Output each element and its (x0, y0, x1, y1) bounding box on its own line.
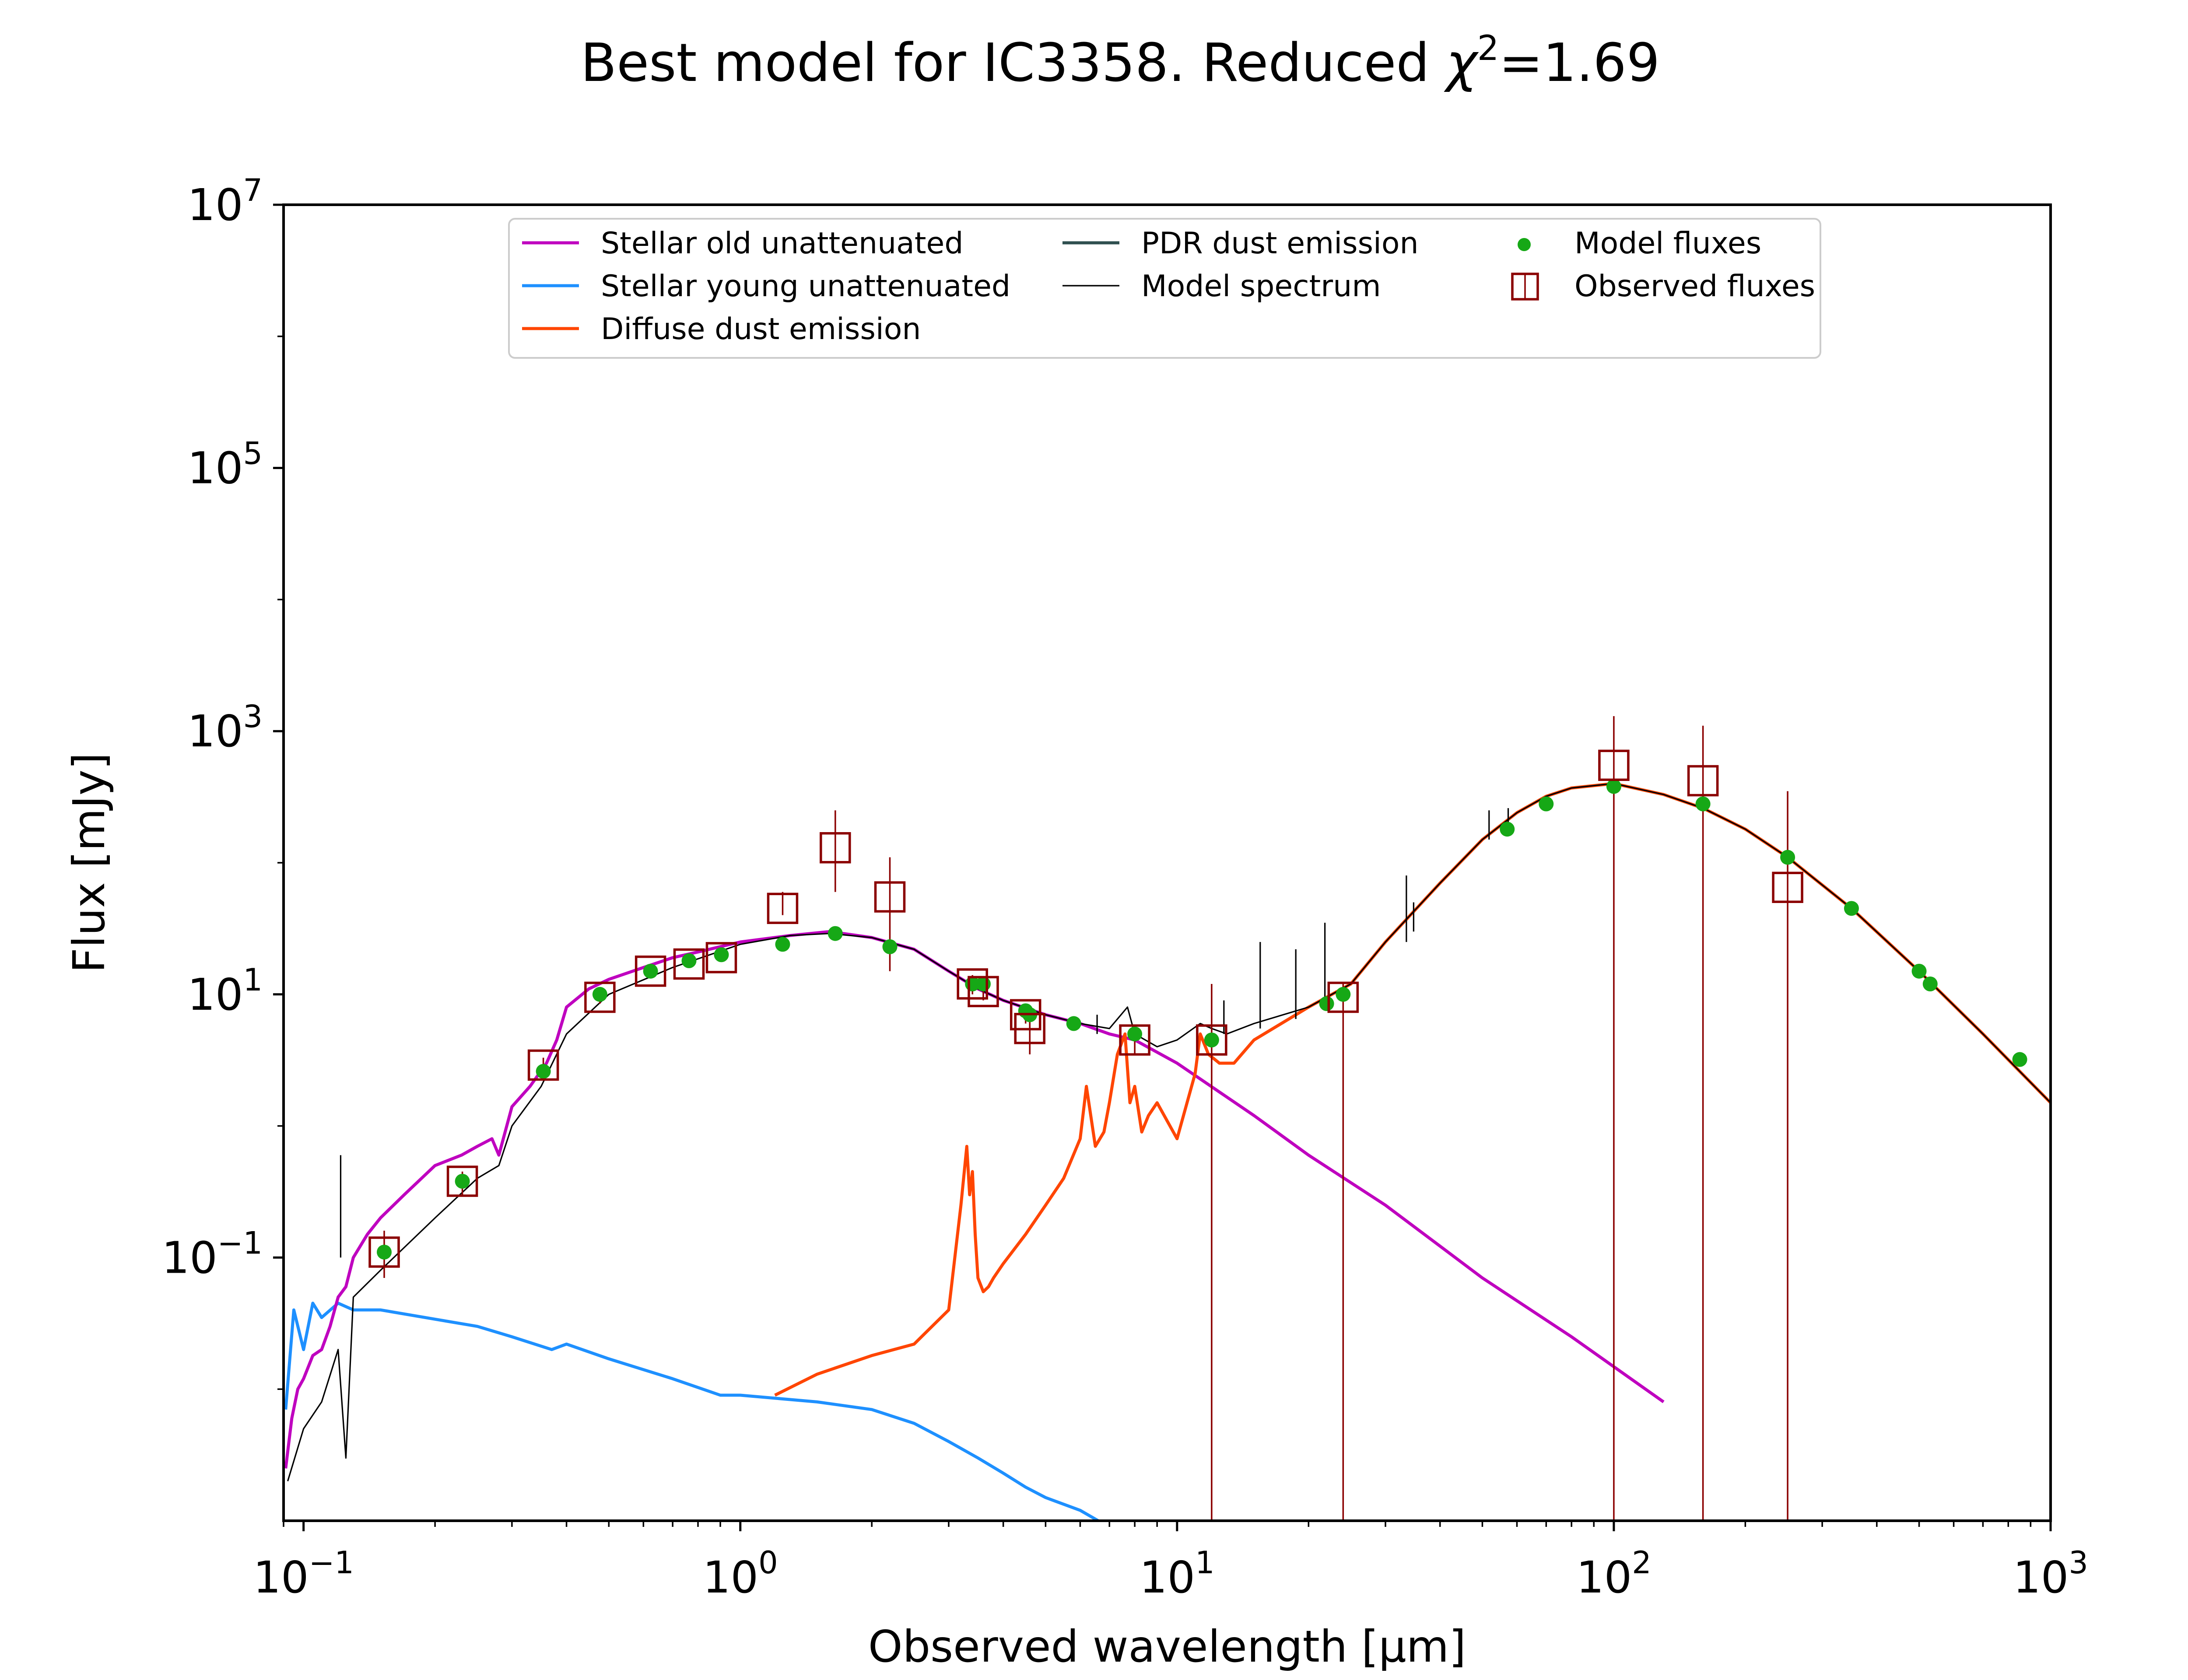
legend-label-stellar-young-unattenuated: Stellar young unattenuated (601, 269, 1010, 304)
legend-label-pdr-dust-emission: PDR dust emission (1141, 226, 1419, 261)
x-tick-label: 100 (703, 1545, 778, 1603)
chart-title-chi: χ (1444, 33, 1479, 94)
observed-flux-point (1772, 872, 1803, 903)
model-flux-point (1204, 1032, 1219, 1048)
model-flux-point (592, 987, 607, 1002)
model-flux-point (1336, 987, 1351, 1002)
model-flux-point (377, 1244, 392, 1260)
x-tick-label: 103 (2013, 1545, 2088, 1603)
model-flux-point (455, 1174, 470, 1189)
model-flux-point (775, 937, 790, 952)
observed-flux-point (1327, 981, 1359, 1013)
model-flux-point (643, 963, 658, 979)
observed-flux-point (446, 1166, 478, 1197)
model-flux-point (828, 926, 843, 941)
chart-title-sup: 2 (1477, 29, 1499, 68)
model-flux-point (2012, 1052, 2027, 1067)
observed-flux-point (1598, 749, 1630, 781)
model-flux-point (1319, 996, 1334, 1012)
model-flux-point (1911, 963, 1927, 979)
model-flux-point (536, 1064, 551, 1079)
y-axis-label: Flux [mJy] (63, 752, 115, 973)
plot-area (284, 716, 2051, 1521)
y-tick-label: 107 (187, 172, 263, 231)
legend-label-stellar-old-unattenuated: Stellar old unattenuated (601, 226, 964, 261)
legend-label-model-fluxes: Model fluxes (1574, 226, 1761, 261)
observed-flux-point (368, 1236, 400, 1268)
model-flux-point (681, 953, 697, 969)
x-axis-label: Observed wavelength [μm] (868, 1621, 1466, 1672)
y-axis: 10−1 101 103 105 107 (162, 172, 284, 1390)
model-flux-point (1500, 822, 1515, 837)
legend-box (508, 218, 1821, 359)
observed-flux-point (1196, 1024, 1227, 1056)
y-tick-label: 105 (187, 436, 263, 494)
y-tick-label: 103 (187, 699, 263, 757)
observed-flux-point (1014, 1013, 1045, 1044)
model-flux-point (1606, 779, 1621, 794)
model-flux-point (975, 976, 991, 991)
x-tick-label: 10−1 (253, 1545, 354, 1603)
legend-label-observed-fluxes: Observed fluxes (1574, 269, 1815, 304)
legend-label-diffuse-dust-emission: Diffuse dust emission (601, 312, 921, 346)
observed-flux-point (874, 881, 906, 913)
x-tick-label: 101 (1140, 1545, 1215, 1603)
observed-flux-point (673, 948, 705, 980)
observed-flux-point (1687, 765, 1719, 797)
x-tick-label: 102 (1576, 1545, 1652, 1603)
legend: Stellar old unattenuated Stellar young un… (508, 218, 1821, 359)
model-flux-point (1066, 1016, 1081, 1031)
observed-flux-point (1119, 1024, 1150, 1056)
model-flux-point (1780, 850, 1795, 865)
y-tick-label: 10−1 (162, 1225, 263, 1283)
legend-swatch-model-fluxes (1518, 238, 1531, 251)
x-axis: 10−1 100 101 102 103 (253, 1521, 2088, 1603)
chart-title-value: =1.69 (1499, 33, 1660, 94)
series-line-model-spectrum (287, 783, 2051, 1481)
legend-label-model-spectrum: Model spectrum (1141, 269, 1381, 304)
model-flux-point (1844, 901, 1859, 916)
observed-flux-point (957, 968, 988, 1000)
observed-flux-point (635, 956, 666, 987)
observed-flux-point (968, 976, 999, 1008)
chart-title: Best model for IC3358. Reduced χ2=1.69 (581, 29, 1660, 94)
model-flux-point (882, 939, 898, 954)
chart-title-text: Best model for IC3358. Reduced (581, 33, 1430, 94)
model-flux-point (1539, 796, 1554, 812)
observed-flux-point (767, 892, 799, 924)
observed-flux-point (584, 981, 616, 1013)
series-line-stellar-old-unattenuated (284, 930, 1665, 1469)
model-flux-point (1695, 796, 1711, 812)
observed-flux-point (527, 1049, 559, 1081)
observed-flux-point (820, 832, 851, 864)
observed-flux-point (705, 942, 737, 973)
model-flux-point (714, 947, 729, 962)
model-flux-point (1127, 1026, 1143, 1042)
series-line-stellar-young-unattenuated (284, 1302, 1099, 1521)
model-flux-point (1922, 976, 1938, 991)
y-tick-label: 101 (187, 962, 263, 1020)
